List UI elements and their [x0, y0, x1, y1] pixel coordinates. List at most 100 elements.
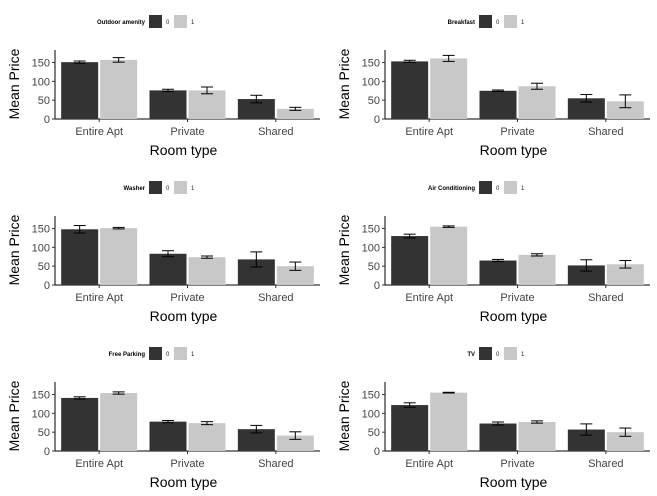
chart-panel: Outdoor amenity 0 1 0 50 100 150 Mean Price Enti…: [6, 15, 320, 158]
bar-1: [188, 90, 226, 119]
bar-0: [61, 62, 99, 119]
bar-1: [100, 228, 138, 285]
bar-0: [567, 429, 605, 451]
bar-1: [188, 257, 226, 285]
bar-1: [276, 108, 314, 119]
chart-panel: Free Parking 0 1 0 50 100 150 Mean Price Entire …: [6, 347, 320, 490]
bar-1: [276, 435, 314, 451]
x-tick-label: Entire Apt: [405, 458, 453, 470]
y-tick-label: 50: [38, 261, 50, 273]
y-tick-label: 150: [362, 390, 380, 402]
x-axis-title: Room type: [480, 308, 548, 324]
x-tick-label: Shared: [258, 292, 293, 304]
bar-1: [606, 101, 644, 119]
y-tick-label: 0: [44, 280, 50, 292]
y-tick-label: 100: [32, 242, 50, 254]
x-tick-label: Shared: [588, 292, 623, 304]
legend-title: Air Conditioning: [428, 186, 475, 192]
x-axis-title: Room type: [150, 142, 218, 158]
x-tick-label: Private: [500, 292, 534, 304]
bar-0: [61, 397, 99, 451]
bar-0: [149, 421, 187, 451]
y-tick-label: 50: [368, 261, 380, 273]
x-tick-label: Entire Apt: [405, 126, 453, 138]
y-tick-label: 0: [374, 446, 380, 458]
bar-1: [430, 58, 468, 119]
x-tick-label: Entire Apt: [75, 458, 123, 470]
legend-label-0: 0: [496, 186, 500, 192]
legend-title: Washer: [124, 186, 146, 192]
x-tick-label: Entire Apt: [75, 292, 123, 304]
legend-swatch-0: [149, 15, 162, 28]
bar-1: [606, 264, 644, 285]
legend-swatch-0: [479, 181, 492, 194]
bar-0: [149, 90, 187, 119]
chart-panel: Washer 0 1 0 50 100 150 Mean Price Entire Apt Pri…: [6, 181, 320, 324]
y-axis-title: Mean Price: [336, 214, 352, 285]
legend-swatch-0: [479, 15, 492, 28]
x-axis-title: Room type: [480, 474, 548, 490]
legend-label-0: 0: [496, 352, 500, 358]
y-tick-label: 50: [38, 427, 50, 439]
legend-label-1: 1: [521, 186, 525, 192]
legend-swatch-0: [479, 347, 492, 360]
bar-0: [237, 429, 275, 451]
x-tick-label: Private: [500, 458, 534, 470]
y-tick-label: 50: [38, 95, 50, 107]
bar-1: [518, 86, 556, 119]
bar-1: [518, 422, 556, 451]
y-tick-label: 100: [32, 76, 50, 88]
y-axis-title: Mean Price: [6, 48, 22, 119]
legend-swatch-0: [149, 181, 162, 194]
bar-0: [391, 405, 429, 451]
y-tick-label: 100: [32, 408, 50, 420]
bar-0: [149, 253, 187, 285]
x-tick-label: Entire Apt: [75, 126, 123, 138]
x-axis-title: Room type: [150, 474, 218, 490]
x-tick-label: Private: [500, 126, 534, 138]
legend-label-1: 1: [191, 186, 195, 192]
y-axis-title: Mean Price: [6, 214, 22, 285]
y-tick-label: 150: [362, 58, 380, 70]
bar-1: [100, 59, 138, 119]
legend-swatch-1: [174, 181, 187, 194]
x-tick-label: Shared: [588, 458, 623, 470]
legend-title: Free Parking: [109, 352, 146, 358]
legend-swatch-1: [174, 15, 187, 28]
y-tick-label: 50: [368, 427, 380, 439]
x-tick-label: Entire Apt: [405, 292, 453, 304]
bar-0: [61, 229, 99, 285]
bar-0: [479, 90, 517, 119]
legend-label-1: 1: [191, 352, 195, 358]
y-tick-label: 100: [362, 242, 380, 254]
x-tick-label: Private: [170, 126, 204, 138]
y-tick-label: 0: [44, 446, 50, 458]
bar-0: [567, 98, 605, 119]
bar-1: [100, 393, 138, 451]
bar-0: [479, 423, 517, 451]
y-tick-label: 100: [362, 76, 380, 88]
legend-label-1: 1: [191, 20, 195, 26]
x-tick-label: Shared: [588, 126, 623, 138]
legend-label-0: 0: [496, 20, 500, 26]
x-axis-title: Room type: [150, 308, 218, 324]
bar-0: [567, 265, 605, 285]
legend-swatch-0: [149, 347, 162, 360]
y-tick-label: 50: [368, 95, 380, 107]
x-axis-title: Room type: [480, 142, 548, 158]
x-tick-label: Shared: [258, 126, 293, 138]
x-tick-label: Private: [170, 292, 204, 304]
x-tick-label: Shared: [258, 458, 293, 470]
legend-label-0: 0: [166, 186, 170, 192]
bar-0: [479, 260, 517, 285]
bar-1: [430, 226, 468, 285]
legend-label-0: 0: [166, 20, 170, 26]
chart-panel: TV 0 1 0 50 100 150 Mean Price Entire Apt Private…: [336, 347, 650, 490]
bar-0: [391, 236, 429, 285]
y-tick-label: 150: [362, 224, 380, 236]
y-tick-label: 0: [44, 114, 50, 126]
y-tick-label: 150: [32, 58, 50, 70]
legend-label-1: 1: [521, 20, 525, 26]
bar-0: [237, 99, 275, 119]
